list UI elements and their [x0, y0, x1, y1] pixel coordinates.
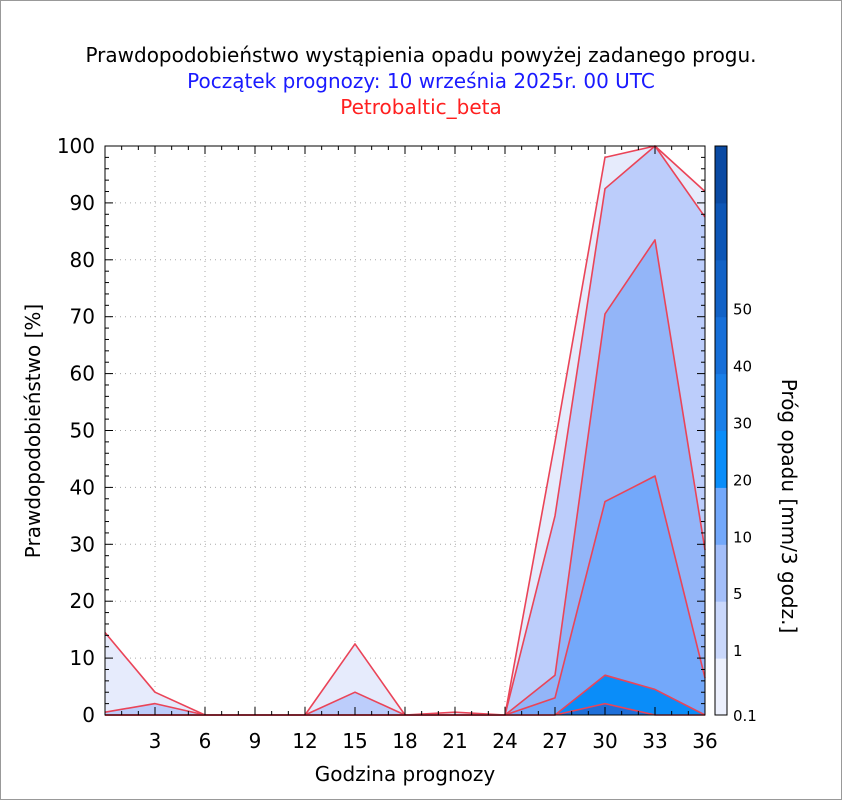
area-threshold-1: [105, 146, 705, 715]
x-axis-label: Godzina prognozy: [315, 762, 496, 786]
colorbar-segment: [715, 316, 727, 375]
y-tick-label: 50: [70, 419, 95, 443]
x-tick-label: 21: [442, 729, 467, 753]
threshold-areas: [105, 146, 705, 715]
colorbar-label: Próg opadu [mm/3 godz.]: [777, 379, 801, 634]
y-tick-label: 40: [70, 475, 95, 499]
colorbar-segment: [715, 658, 727, 716]
y-tick-label: 20: [70, 589, 95, 613]
colorbar-tick-label: 10: [733, 528, 752, 546]
colorbar-tick-label: 30: [733, 415, 752, 433]
area-threshold-30: [105, 703, 705, 715]
x-tick-label: 30: [592, 729, 617, 753]
chart-subtitle: Początek prognozy: 10 września 2025r. 00…: [187, 69, 655, 93]
colorbar-segment: [715, 146, 727, 204]
x-tick-label: 33: [642, 729, 667, 753]
x-tick-label: 27: [542, 729, 567, 753]
x-tick-label: 18: [392, 729, 417, 753]
colorbar-segment: [715, 202, 727, 261]
y-tick-label: 30: [70, 532, 95, 556]
colorbar-segment: [715, 430, 727, 488]
area-threshold-20: [105, 675, 705, 715]
chart-title: Prawdopodobieństwo wystąpienia opadu pow…: [85, 43, 757, 67]
colorbar-outline: [714, 145, 728, 716]
colorbar-tick-label: 40: [733, 358, 752, 376]
colorbar-tick-label: 50: [733, 301, 752, 319]
colorbar-segment: [715, 487, 727, 545]
y-tick-label: 10: [70, 646, 95, 670]
model-name: Petrobaltic_beta: [340, 95, 502, 119]
y-tick-label: 60: [70, 362, 95, 386]
y-tick-label: 90: [70, 191, 95, 215]
colorbar-tick-label: 5: [733, 585, 743, 603]
x-tick-label: 6: [199, 729, 212, 753]
colorbar-tick-label: 0.1: [733, 707, 757, 725]
y-tick-label: 100: [57, 134, 95, 158]
colorbar-segment: [715, 601, 727, 659]
x-tick-label: 12: [292, 729, 317, 753]
y-tick-label: 70: [70, 305, 95, 329]
x-tick-labels: 3 6 9 12 15 18 21 24 27 30 33 36: [149, 729, 718, 753]
colorbar: 0.1 1 5 10 20 30 40 50: [714, 145, 757, 725]
y-tick-labels: 0 10 20 30 40 50 60 70 80 90 100: [57, 134, 95, 727]
y-tick-label: 80: [70, 248, 95, 272]
x-tick-label: 24: [492, 729, 517, 753]
y-axis-label: Prawdopodobieństwo [%]: [21, 304, 45, 558]
colorbar-segment: [715, 373, 727, 431]
colorbar-tick-label: 20: [733, 471, 752, 489]
colorbar-segment: [715, 259, 727, 318]
x-tick-label: 9: [249, 729, 262, 753]
x-tick-label: 15: [342, 729, 367, 753]
colorbar-tick-label: 1: [733, 642, 743, 660]
y-tick-label: 0: [82, 703, 95, 727]
colorbar-segment: [715, 544, 727, 602]
axes: [104, 145, 706, 716]
x-tick-label: 3: [149, 729, 162, 753]
x-tick-label: 36: [692, 729, 717, 753]
